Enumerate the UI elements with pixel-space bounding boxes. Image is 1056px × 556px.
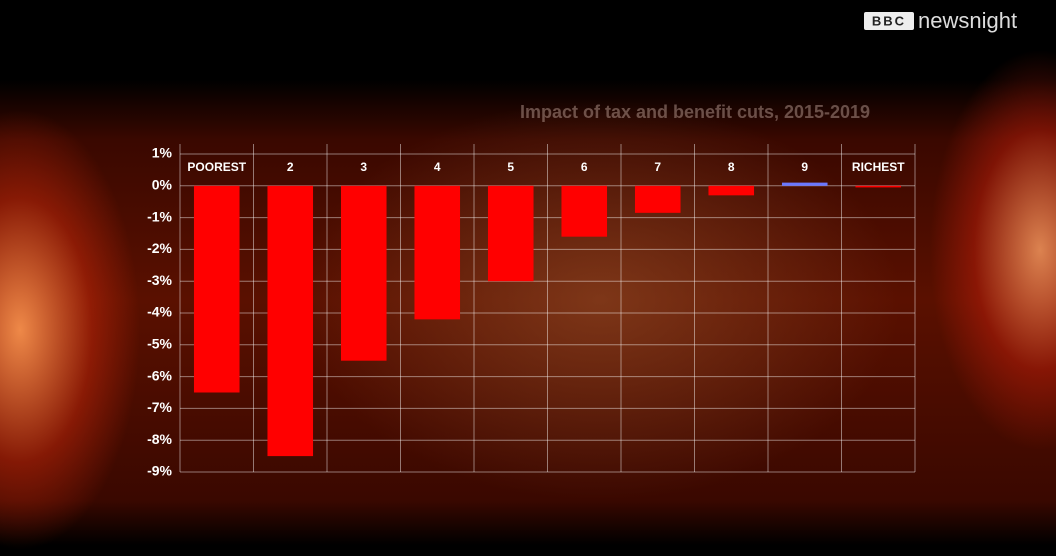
bar bbox=[267, 185, 314, 457]
y-tick-label: -1% bbox=[147, 208, 172, 224]
y-tick-label: -5% bbox=[147, 336, 172, 352]
x-tick-label: 5 bbox=[507, 160, 514, 174]
logo-mark: BBC bbox=[872, 13, 906, 28]
bar bbox=[781, 182, 828, 186]
y-tick-label: -4% bbox=[147, 304, 172, 320]
x-tick-label: 6 bbox=[581, 160, 588, 174]
bar bbox=[634, 185, 681, 213]
y-tick-label: -7% bbox=[147, 399, 172, 415]
y-tick-label: -8% bbox=[147, 431, 172, 447]
x-tick-label: POOREST bbox=[187, 160, 246, 174]
x-tick-label: RICHEST bbox=[852, 160, 905, 174]
chart-title: Impact of tax and benefit cuts, 2015-201… bbox=[520, 102, 870, 122]
y-tick-label: -2% bbox=[147, 240, 172, 256]
y-tick-label: -9% bbox=[147, 463, 172, 479]
logo-box bbox=[864, 12, 914, 30]
x-tick-label: 4 bbox=[434, 160, 441, 174]
y-tick-label: 0% bbox=[152, 177, 173, 193]
x-tick-label: 2 bbox=[287, 160, 294, 174]
y-tick-label: -6% bbox=[147, 367, 172, 383]
logo-name: newsnight bbox=[918, 8, 1017, 33]
x-tick-label: 3 bbox=[360, 160, 367, 174]
bar bbox=[340, 185, 387, 361]
bar bbox=[193, 185, 240, 393]
x-tick-label: 9 bbox=[801, 160, 808, 174]
x-tick-label: 8 bbox=[728, 160, 735, 174]
bar bbox=[487, 185, 534, 282]
bar bbox=[414, 185, 461, 320]
y-tick-label: -3% bbox=[147, 272, 172, 288]
y-tick-label: 1% bbox=[152, 145, 173, 161]
x-tick-label: 7 bbox=[654, 160, 661, 174]
bar bbox=[561, 185, 608, 237]
bar bbox=[708, 185, 755, 196]
bar bbox=[855, 185, 902, 188]
